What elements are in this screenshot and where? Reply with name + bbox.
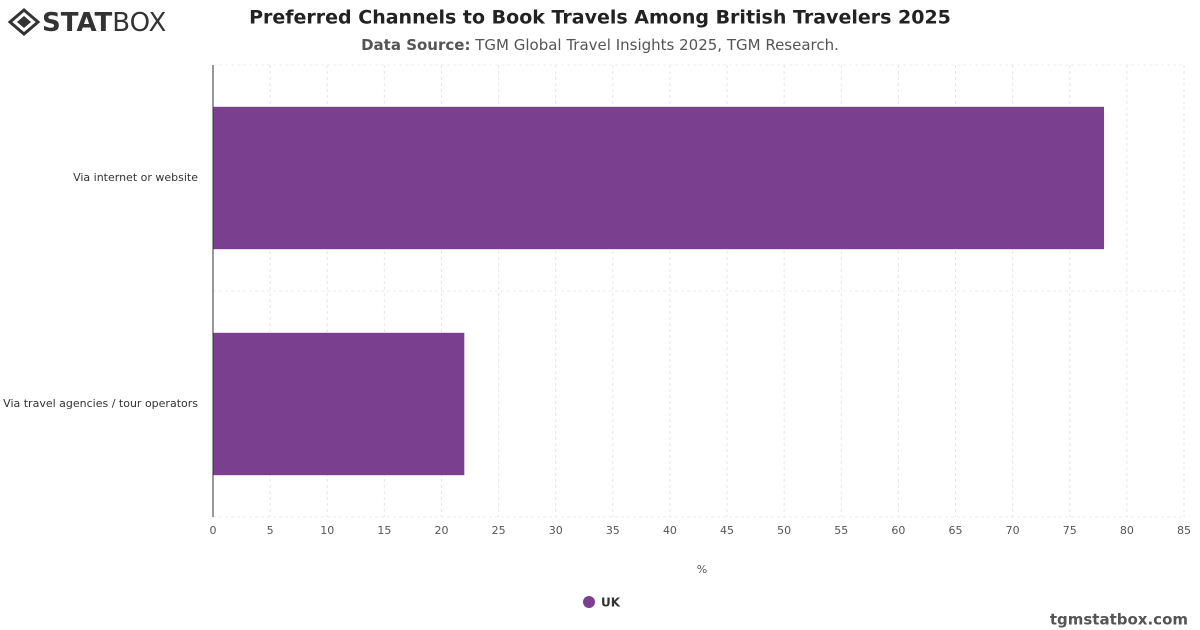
logo-bold: STAT [42, 8, 113, 38]
legend-marker [583, 596, 595, 608]
y-tick-label: Via internet or website [73, 171, 198, 184]
x-tick-label: 40 [663, 524, 677, 537]
logo-text: STATBOX [42, 8, 166, 38]
x-tick-label: 5 [267, 524, 274, 537]
x-tick-label: 65 [949, 524, 963, 537]
logo-icon [17, 16, 31, 28]
subtitle: Data Source: TGM Global Travel Insights … [361, 36, 839, 54]
x-tick-label: 15 [377, 524, 391, 537]
x-tick-label: 60 [891, 524, 905, 537]
logo-icon [7, 8, 41, 36]
y-tick-label: Via travel agencies / tour operators [3, 397, 198, 410]
legend-label: UK [601, 596, 621, 610]
x-tick-label: 10 [320, 524, 334, 537]
x-tick-label: 55 [834, 524, 848, 537]
x-tick-label: 30 [549, 524, 563, 537]
x-tick-label: 45 [720, 524, 734, 537]
bar [213, 332, 465, 476]
source-label: Data Source: [361, 36, 470, 54]
x-axis-label: % [697, 563, 707, 576]
logo-light: BOX [112, 8, 166, 38]
x-tick-label: 50 [777, 524, 791, 537]
x-tick-label: 80 [1120, 524, 1134, 537]
chart-title: Preferred Channels to Book Travels Among… [249, 7, 951, 29]
bar [213, 106, 1105, 250]
x-tick-label: 25 [492, 524, 506, 537]
logo: STATBOX [7, 8, 166, 38]
x-tick-label: 20 [434, 524, 448, 537]
x-tick-label: 85 [1177, 524, 1191, 537]
footer: tgmstatbox.com [1050, 611, 1188, 629]
x-tick-label: 35 [606, 524, 620, 537]
x-tick-label: 0 [210, 524, 217, 537]
source: TGM Global Travel Insights 2025, TGM Res… [474, 36, 839, 54]
x-tick-label: 75 [1063, 524, 1077, 537]
x-tick-label: 70 [1006, 524, 1020, 537]
